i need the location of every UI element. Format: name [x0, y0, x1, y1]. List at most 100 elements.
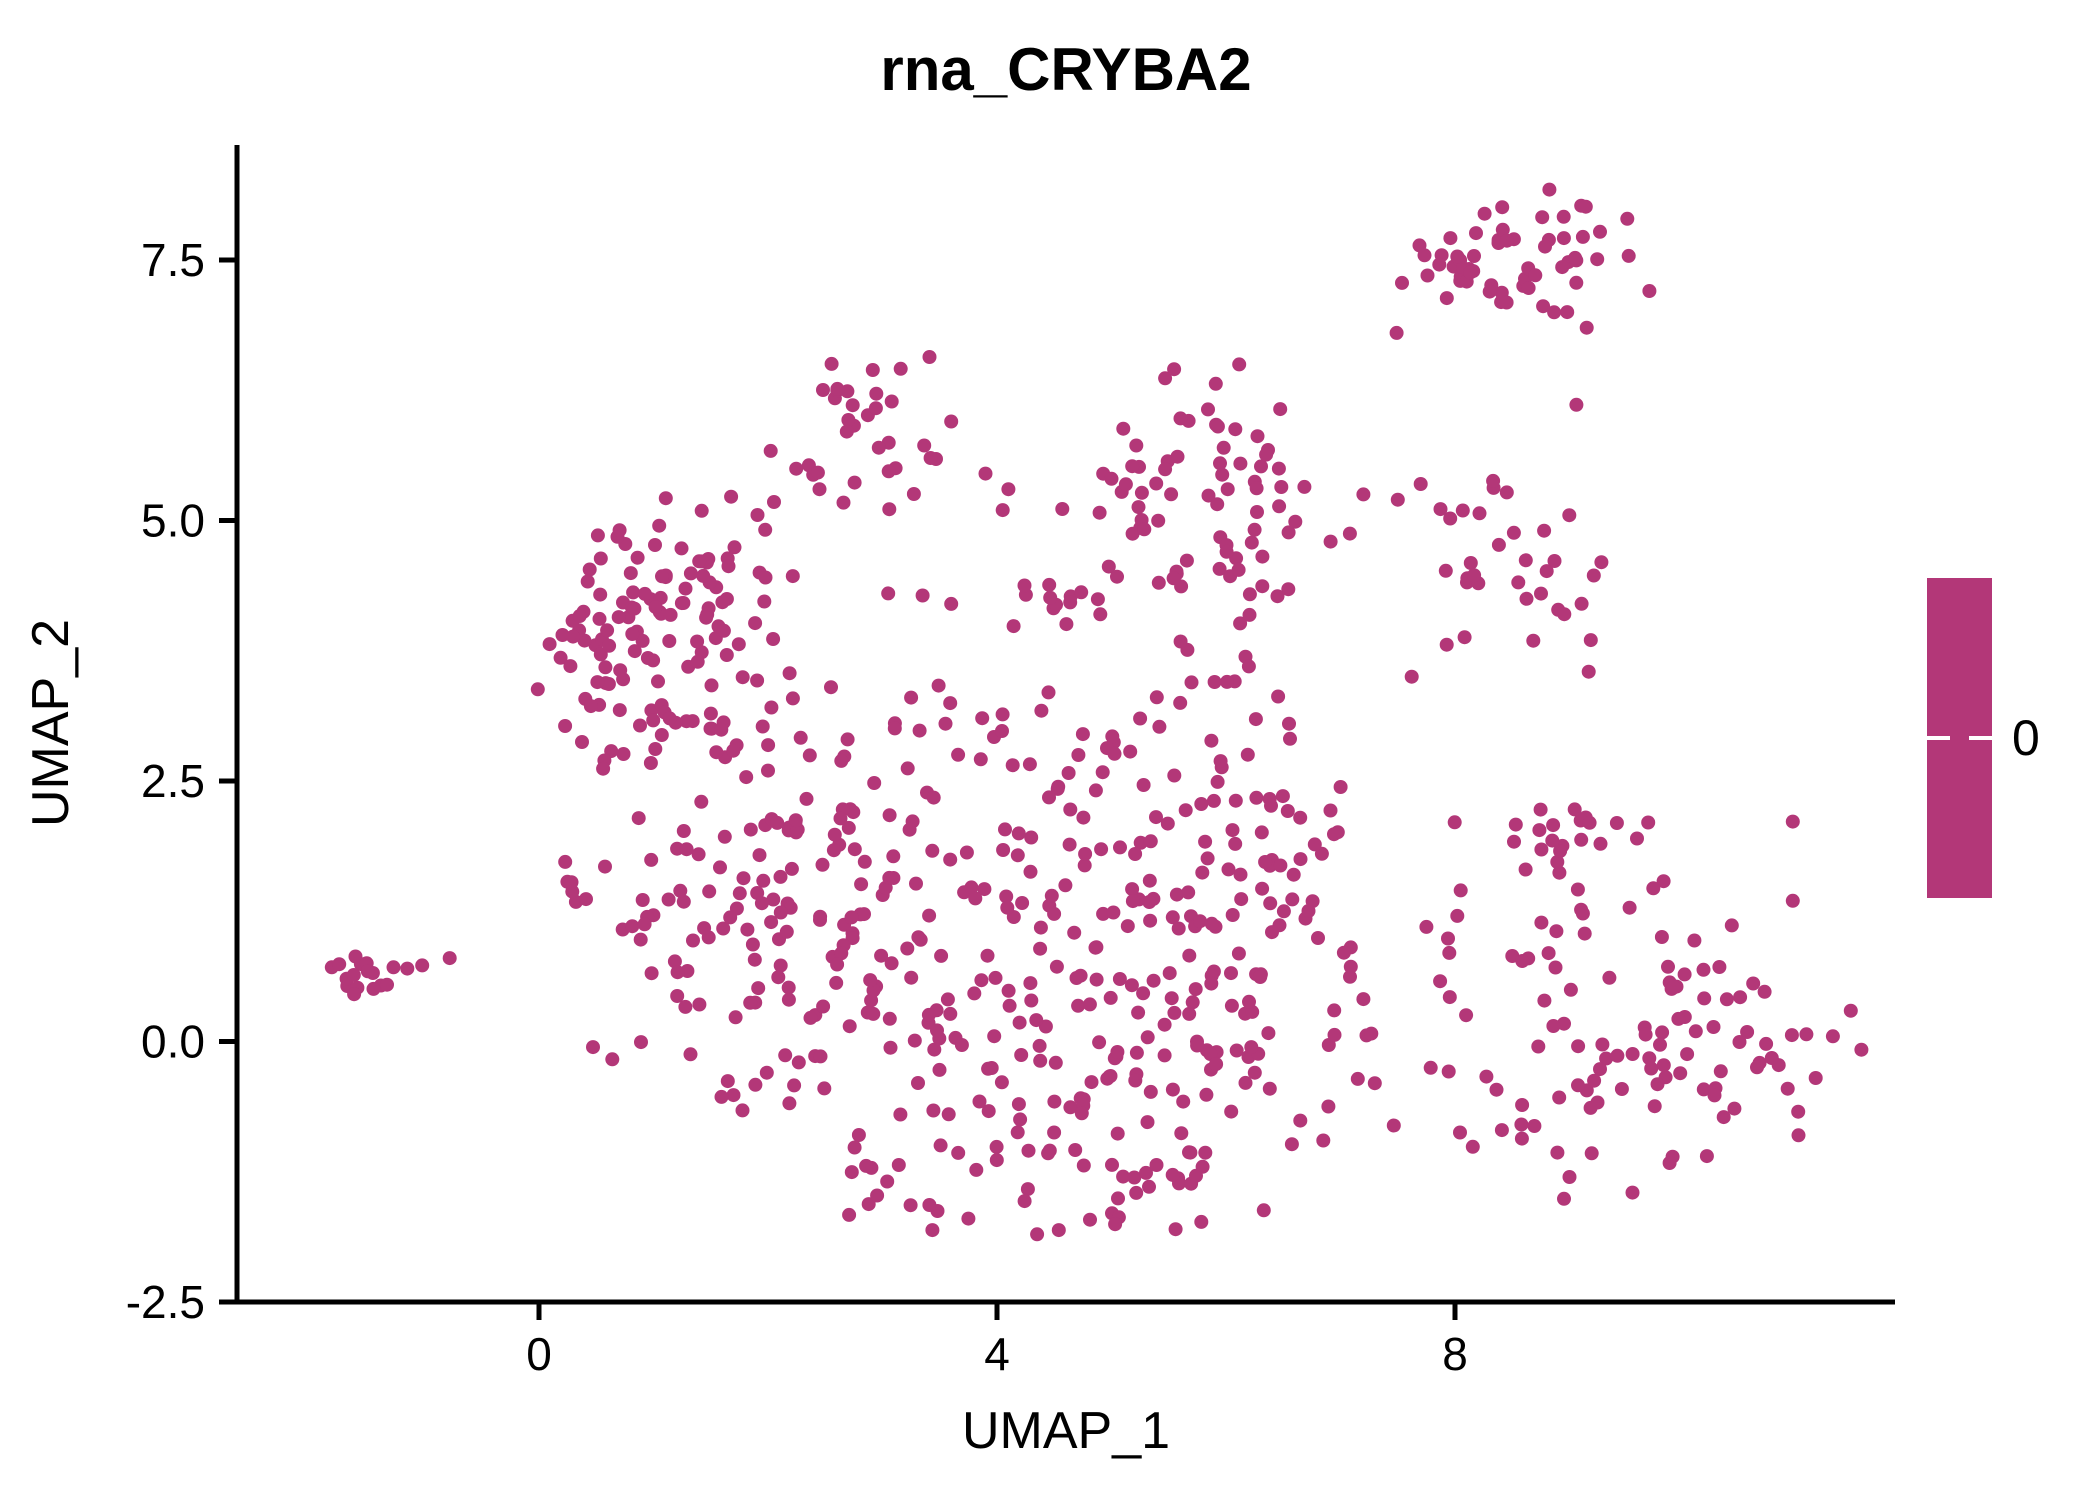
data-point: [1193, 914, 1208, 929]
data-point: [635, 893, 650, 907]
data-point: [600, 623, 615, 638]
data-point: [716, 623, 731, 638]
data-point: [999, 889, 1014, 904]
data-point: [869, 386, 884, 401]
data-point: [1727, 1101, 1742, 1116]
data-point: [1688, 1024, 1703, 1039]
data-point: [1286, 867, 1301, 882]
data-point: [1112, 972, 1127, 986]
data-point: [1213, 754, 1228, 769]
data-point: [1423, 1060, 1438, 1075]
data-point: [1152, 719, 1167, 734]
data-point: [1583, 1100, 1598, 1115]
data-point: [442, 951, 457, 966]
data-point: [1033, 941, 1048, 956]
data-point: [1220, 674, 1234, 689]
data-point: [1293, 810, 1308, 825]
data-point: [1225, 908, 1240, 922]
data-point: [1024, 993, 1039, 1008]
data-point: [989, 1139, 1004, 1154]
data-point: [1518, 553, 1533, 568]
data-point: [1280, 804, 1295, 818]
data-point: [1757, 984, 1772, 999]
data-point: [683, 566, 698, 581]
data-point: [696, 568, 711, 583]
data-point: [1419, 919, 1434, 934]
data-point: [1696, 1082, 1711, 1097]
data-point: [1716, 1110, 1731, 1125]
data-point: [1537, 993, 1552, 1008]
data-point: [1012, 1015, 1027, 1030]
data-point: [694, 503, 709, 518]
data-point: [1661, 959, 1675, 974]
data-point: [723, 910, 738, 925]
data-point: [1472, 506, 1487, 521]
data-point: [652, 518, 667, 533]
data-point: [625, 627, 640, 641]
data-point: [1514, 1131, 1529, 1146]
data-point: [902, 822, 917, 837]
x-tick-label: 4: [984, 1328, 1010, 1380]
data-point: [1620, 211, 1635, 226]
data-point: [1843, 1003, 1858, 1018]
data-point: [1293, 852, 1308, 867]
data-point: [1010, 1125, 1025, 1140]
data-point: [1116, 421, 1131, 436]
data-point: [727, 540, 742, 555]
data-point: [1231, 562, 1246, 577]
data-point: [1654, 930, 1669, 944]
data-point: [1256, 1203, 1271, 1218]
data-point: [1386, 1118, 1401, 1133]
data-point: [1733, 990, 1748, 1005]
data-point: [590, 675, 605, 690]
data-point: [670, 965, 685, 980]
data-point: [1609, 816, 1624, 830]
data-point: [1680, 1047, 1695, 1062]
data-point: [906, 487, 921, 501]
data-point: [1092, 505, 1107, 520]
data-point: [764, 700, 779, 715]
data-point: [1495, 222, 1510, 237]
data-point: [978, 466, 993, 481]
data-point: [1167, 1005, 1182, 1020]
data-point: [1459, 1008, 1474, 1023]
data-point: [766, 632, 781, 646]
data-point: [1545, 833, 1560, 848]
data-point: [1084, 1075, 1099, 1090]
data-point: [611, 610, 626, 625]
data-point: [601, 677, 616, 691]
data-point: [690, 654, 705, 669]
data-point: [1333, 780, 1348, 794]
data-point: [1068, 1143, 1083, 1157]
data-point: [360, 964, 375, 979]
data-point: [758, 522, 773, 537]
data-point: [1438, 563, 1453, 578]
data-point: [1712, 960, 1727, 974]
data-point: [1198, 1145, 1213, 1160]
data-point: [1104, 471, 1119, 486]
data-point: [844, 1165, 859, 1180]
data-point: [1234, 892, 1249, 907]
data-point: [1232, 357, 1247, 372]
data-point: [951, 1145, 966, 1160]
data-point: [1284, 1137, 1299, 1152]
data-point: [755, 719, 770, 734]
legend-value-label: 0: [2012, 710, 2040, 766]
data-point: [1233, 867, 1248, 882]
data-point: [1293, 1113, 1308, 1128]
data-point: [637, 917, 652, 932]
data-point: [1143, 913, 1158, 928]
data-point: [1283, 731, 1297, 746]
data-point: [1105, 729, 1120, 744]
data-point: [940, 992, 955, 1007]
data-point: [612, 703, 627, 718]
data-point: [817, 1081, 832, 1096]
data-point: [844, 910, 859, 925]
data-point: [1020, 1182, 1035, 1197]
data-point: [917, 438, 932, 453]
data-point: [1494, 1123, 1509, 1138]
data-point: [1033, 1053, 1048, 1068]
data-point: [1568, 250, 1583, 265]
data-point: [830, 381, 845, 396]
data-point: [679, 842, 694, 857]
